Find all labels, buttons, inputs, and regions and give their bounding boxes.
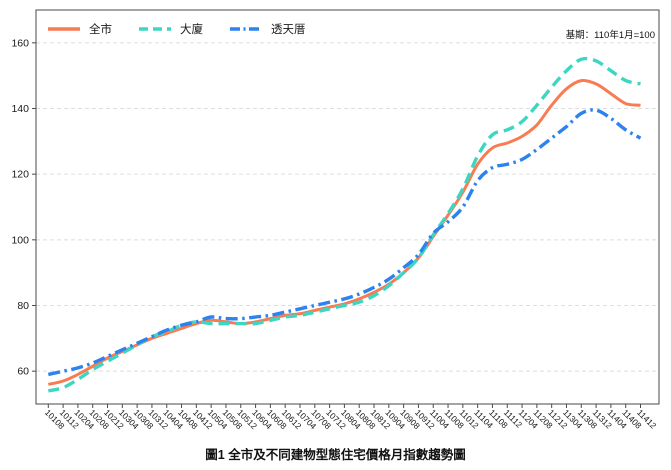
legend-line-dashdot-icon	[230, 27, 262, 31]
legend-item-building: 大廈	[138, 21, 203, 37]
series-line-全市	[48, 78, 641, 386]
legend-item-citywide: 全市	[47, 21, 112, 37]
y-tick-label: 100	[11, 234, 29, 246]
base-period-note: 基期：110年1月=100	[565, 30, 655, 41]
legend-label-townhouse: 透天厝	[271, 24, 306, 36]
legend-label-building: 大廈	[180, 24, 203, 36]
legend-item-townhouse: 透天厝	[229, 21, 306, 37]
y-tick-label: 80	[17, 300, 29, 312]
y-tick-label: 160	[11, 37, 29, 49]
chart-title: 圖1 全市及不同建物型態住宅價格月指數趨勢圖	[205, 448, 466, 462]
series-line-透天厝	[47, 108, 642, 377]
legend: 全市 大廈 透天厝	[47, 21, 306, 37]
plot-border	[35, 9, 660, 405]
legend-label-citywide: 全市	[89, 24, 112, 36]
y-tick-label: 60	[17, 366, 29, 378]
legend-line-dashed-icon	[139, 27, 171, 31]
y-tick-label: 140	[11, 103, 29, 115]
y-tick-label: 120	[11, 169, 29, 181]
legend-line-solid-icon	[48, 27, 80, 31]
